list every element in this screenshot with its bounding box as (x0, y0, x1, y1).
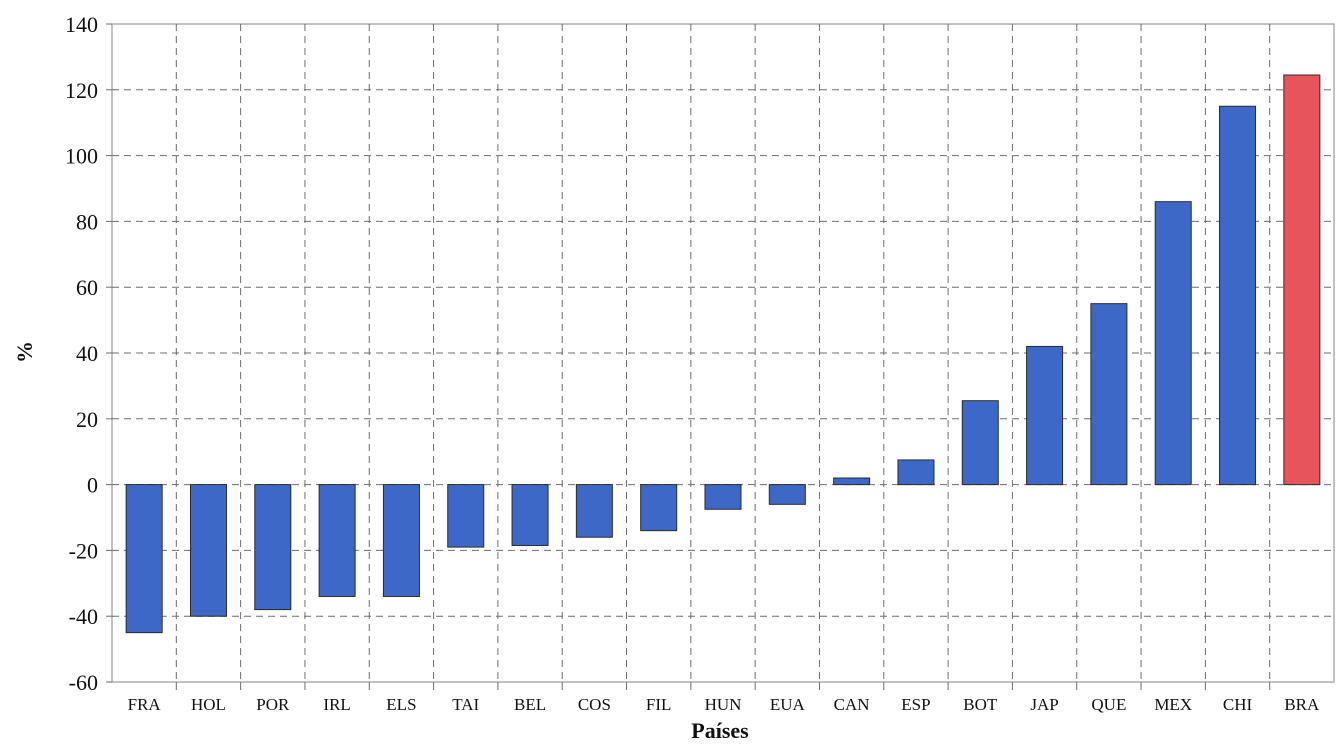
x-tick-label: MEX (1154, 695, 1192, 714)
bar-bot (961, 400, 999, 486)
x-tick-label: ESP (901, 695, 930, 714)
bar-hol (189, 484, 227, 617)
y-tick-label: 120 (65, 78, 98, 103)
x-tick-label: TAI (452, 695, 479, 714)
x-tick-label: BEL (514, 695, 546, 714)
bar-can (833, 477, 871, 486)
bar-cos (575, 484, 613, 538)
y-tick-label: -60 (69, 670, 98, 695)
x-tick-label: HOL (191, 695, 226, 714)
bar-mex (1154, 201, 1192, 486)
bar-bel (511, 484, 549, 546)
x-tick-label: POR (256, 695, 290, 714)
bar-bra (1283, 74, 1321, 486)
bar-tai (447, 484, 485, 548)
bar-layer (125, 74, 1321, 634)
y-tick-label: 0 (87, 473, 98, 498)
bar-els (382, 484, 420, 597)
bar-fra (125, 484, 163, 634)
y-tick-label: 60 (76, 275, 98, 300)
y-tick-label: 80 (76, 209, 98, 234)
x-tick-label: BOT (963, 695, 998, 714)
y-tick-label: -20 (69, 538, 98, 563)
x-tick-label: FIL (646, 695, 672, 714)
x-tick-label: JAP (1030, 695, 1058, 714)
x-tick-label: EUA (770, 695, 806, 714)
grid-layer (111, 23, 1335, 683)
y-tick-label: 140 (65, 12, 98, 37)
x-tick-label: FRA (128, 695, 162, 714)
bar-chi (1219, 105, 1257, 486)
bar-por (254, 484, 292, 611)
bar-eua (768, 484, 806, 505)
x-tick-label: BRA (1284, 695, 1320, 714)
bar-hun (704, 484, 742, 510)
x-tick-label: ELS (386, 695, 416, 714)
y-axis-title: % (12, 341, 37, 363)
bar-que (1090, 303, 1128, 486)
x-tick-label: COS (578, 695, 611, 714)
y-tick-label: -40 (69, 604, 98, 629)
x-axis-title: Países (691, 718, 749, 743)
x-tick-label: QUE (1091, 695, 1126, 714)
x-tick-label: HUN (705, 695, 742, 714)
y-tick-label: 100 (65, 144, 98, 169)
x-tick-label: CAN (834, 695, 870, 714)
bar-jap (1026, 345, 1064, 486)
bar-esp (897, 459, 935, 486)
axis-layer: -60 -40 -20 0 20 40 60 80 100 120 140 FRA HOL POR IRL E… (65, 12, 1320, 714)
y-tick-label: 20 (76, 407, 98, 432)
y-tick-label: 40 (76, 341, 98, 366)
bar-irl (318, 484, 356, 597)
x-tick-label: IRL (323, 695, 350, 714)
x-tick-label: CHI (1223, 695, 1253, 714)
bar-fil (640, 484, 678, 532)
